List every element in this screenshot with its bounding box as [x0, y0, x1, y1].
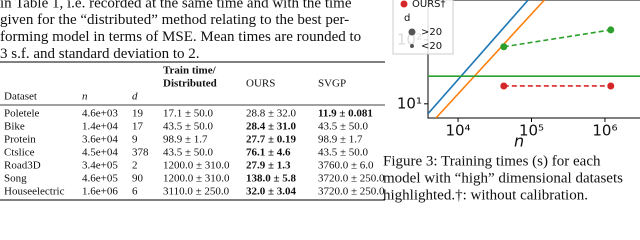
- series-point: [607, 26, 615, 34]
- legend-label: OURS†: [412, 0, 446, 10]
- table-cell: 43.5 ± 50.0: [163, 147, 214, 159]
- legend-marker: [408, 28, 416, 36]
- table-cell: 6: [132, 186, 138, 198]
- series-point: [500, 82, 508, 90]
- table-cell: 98.9 ± 1.7: [318, 134, 363, 146]
- table-header: n: [82, 91, 88, 103]
- table-cell: 378: [132, 147, 149, 159]
- table-cell: 1.6e+06: [82, 186, 118, 198]
- table-cell: 3720.0 ± 250.0: [318, 173, 385, 185]
- legend-marker: [410, 44, 414, 48]
- legend-label: >20: [421, 27, 442, 38]
- page: in Table 1, i.e. recorded at the same ti…: [0, 0, 640, 203]
- table-cell: 3760.0 ± 6.0: [318, 160, 374, 172]
- table-cell: 4.5e+04: [82, 147, 118, 159]
- table-cell: 43.5 ± 50.0: [163, 121, 214, 133]
- table-cell: 3720.0 ± 250.0: [318, 186, 385, 198]
- table-cell: 3.6e+04: [82, 134, 118, 146]
- table-cell: 28.4 ± 31.0: [246, 121, 297, 133]
- caption-line: highlighted.†: without calibration.: [383, 187, 588, 203]
- table-header: SVGP: [318, 78, 346, 90]
- table-cell: 90: [132, 173, 144, 185]
- table-header: d: [132, 91, 138, 103]
- table-cell: Road3D: [4, 160, 41, 172]
- table-cell: Poletele: [4, 108, 40, 120]
- table-cell: 19: [132, 108, 144, 120]
- caption-line: model with “high” dimensional datasets: [383, 170, 623, 186]
- table-cell: 1200.0 ± 310.0: [163, 173, 230, 185]
- table-cell: 27.7 ± 0.19: [246, 134, 297, 146]
- table-cell: 9: [132, 134, 138, 146]
- table-cell: Song: [4, 173, 27, 185]
- table-header: OURS: [246, 78, 275, 90]
- paragraph-line: in Table 1, i.e. recorded at the same ti…: [0, 0, 352, 11]
- plot-area: [428, 0, 640, 118]
- table-cell: 3110.0 ± 250.0: [163, 186, 230, 198]
- paragraph-line: given for the “distributed” method relat…: [0, 12, 349, 28]
- caption-line: Figure 3: Training times (s) for each: [383, 153, 601, 169]
- x-tick-label: 10⁴: [445, 122, 470, 140]
- legend-label: d: [404, 13, 410, 24]
- table-header: Train time/: [163, 65, 217, 77]
- x-axis-label: n: [514, 132, 524, 151]
- table-cell: 17.1 ± 50.0: [163, 108, 214, 120]
- table-cell: 1.4e+04: [82, 121, 118, 133]
- series-line: [435, 0, 546, 118]
- table-cell: Bike: [4, 121, 25, 133]
- table-cell: 17: [132, 121, 144, 133]
- paragraph-line: 3 s.f. and standard deviation to 2.: [0, 46, 200, 62]
- table-cell: 4.6e+05: [82, 173, 118, 185]
- table-cell: 138.0 ± 5.8: [246, 173, 297, 185]
- plot-frame: [427, 0, 640, 119]
- y-tick-label: 10¹: [397, 94, 422, 112]
- series-point: [500, 43, 508, 51]
- table-header: Distributed: [163, 78, 217, 90]
- table-cell: Protein: [4, 134, 36, 146]
- legend-label: <20: [421, 41, 442, 52]
- legend-marker: [400, 0, 408, 8]
- x-tick-label: 10⁵: [519, 122, 544, 140]
- table-cell: 2: [132, 160, 138, 172]
- paragraph-line: forming model in terms of MSE. Mean time…: [0, 29, 361, 45]
- table-cell: Ctslice: [4, 147, 35, 159]
- legend-box: [392, 0, 454, 55]
- table-header: Dataset: [4, 91, 37, 103]
- table-cell: 32.0 ± 3.04: [246, 186, 297, 198]
- series-point: [607, 82, 615, 90]
- table-cell: 11.9 ± 0.081: [318, 108, 373, 120]
- table-cell: 76.1 ± 4.6: [246, 147, 291, 159]
- series-line: [503, 29, 611, 48]
- x-tick-label: 10⁶: [592, 122, 617, 140]
- table-cell: 98.9 ± 1.7: [163, 134, 208, 146]
- series-line: [428, 0, 529, 115]
- table-cell: 3.4e+05: [82, 160, 118, 172]
- table-cell: 28.8 ± 32.0: [246, 108, 297, 120]
- table-cell: 27.9 ± 1.3: [246, 160, 291, 172]
- table-cell: 1200.0 ± 310.0: [163, 160, 230, 172]
- table-cell: 43.5 ± 50.0: [318, 121, 369, 133]
- table-cell: Houseelectric: [4, 186, 65, 198]
- table-cell: 4.6e+03: [82, 108, 118, 120]
- table-cell: 43.5 ± 50.0: [318, 147, 369, 159]
